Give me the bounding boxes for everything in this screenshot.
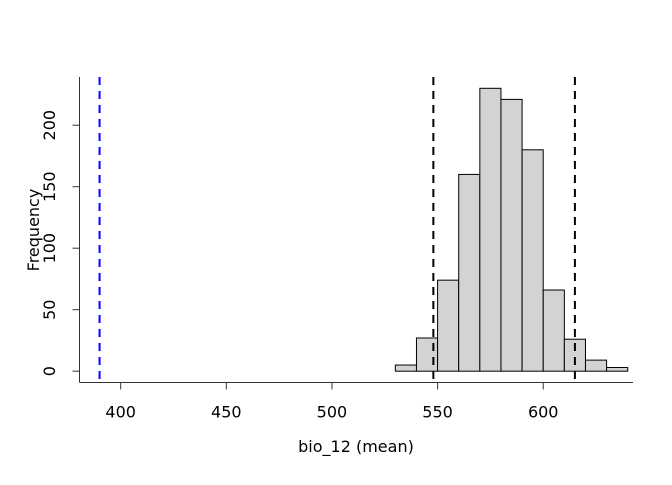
histogram-bar <box>458 173 481 372</box>
x-tick-label: 450 <box>211 403 242 422</box>
histogram-bar <box>542 289 565 372</box>
histogram-bar <box>500 98 523 372</box>
y-tick-label: 50 <box>40 300 59 320</box>
x-tick-label: 500 <box>317 403 348 422</box>
histogram-bar <box>479 87 502 372</box>
histogram-bar <box>606 367 629 372</box>
histogram-bar <box>394 364 417 372</box>
x-tick-label: 600 <box>528 403 559 422</box>
y-axis-label: Frequency <box>24 189 43 272</box>
x-tick-label: 400 <box>105 403 136 422</box>
y-tick-label: 100 <box>40 233 59 264</box>
x-tick-label: 550 <box>422 403 453 422</box>
histogram-bar <box>415 337 439 372</box>
histogram-bars <box>394 87 629 372</box>
axes: 400 450 500 550 600 0 50 100 150 200 <box>40 77 633 422</box>
histogram-bar <box>437 279 460 372</box>
reference-lines <box>98 77 576 383</box>
histogram-bar <box>521 149 544 372</box>
y-tick-label: 200 <box>40 110 59 141</box>
y-tick-label: 0 <box>40 366 59 376</box>
y-tick-label: 150 <box>40 171 59 202</box>
histogram-bar <box>584 359 608 372</box>
x-axis-label: bio_12 (mean) <box>298 437 414 457</box>
